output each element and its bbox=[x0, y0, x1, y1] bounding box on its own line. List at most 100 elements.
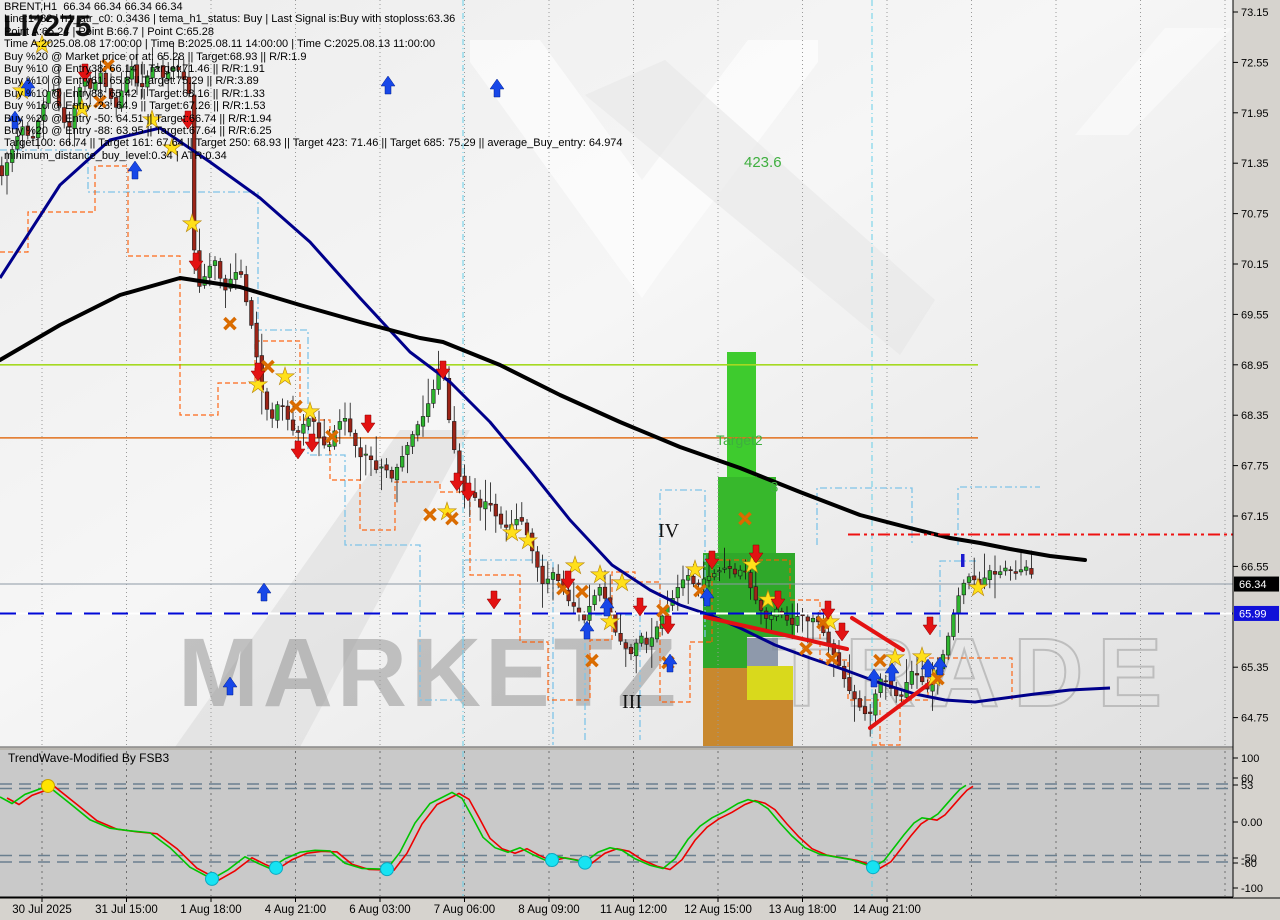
price-label: 71.35 bbox=[1241, 158, 1269, 170]
candle-body bbox=[155, 66, 160, 69]
candle-body bbox=[519, 517, 524, 522]
channel-lightblue bbox=[939, 560, 978, 637]
zone-box bbox=[747, 700, 793, 746]
sell-arrow-icon bbox=[632, 597, 648, 617]
star-marker-icon: ★ bbox=[684, 557, 706, 584]
exit-x-marker-icon: ✕ bbox=[260, 358, 276, 379]
trendline-red[interactable] bbox=[868, 678, 936, 730]
candle-body bbox=[592, 595, 597, 605]
candle-body bbox=[1003, 567, 1008, 572]
zone-box bbox=[718, 477, 776, 553]
candle-body bbox=[764, 610, 769, 619]
indicator-axis-label: -100 bbox=[1241, 883, 1263, 895]
candle-body bbox=[358, 447, 363, 458]
star-marker-icon: ★ bbox=[247, 372, 269, 399]
candle-body bbox=[753, 586, 758, 601]
candle-body bbox=[878, 678, 883, 693]
indicator-panel[interactable] bbox=[0, 746, 1280, 898]
candle-body bbox=[483, 501, 488, 510]
overlay-lines[interactable] bbox=[0, 533, 1233, 615]
star-marker-icon: ★ bbox=[589, 562, 611, 589]
candle-body bbox=[25, 125, 30, 136]
trendlines[interactable] bbox=[703, 615, 936, 730]
buy-arrow-icon bbox=[127, 160, 143, 180]
candle-body bbox=[992, 571, 998, 575]
buy-dot-icon bbox=[380, 862, 394, 877]
candle-body bbox=[400, 456, 405, 468]
time-axis[interactable]: 30 Jul 2025 31 Jul 15:00 1 Aug 18:00 4 Aug … bbox=[0, 897, 1280, 920]
watermark-chevron bbox=[1075, 28, 1232, 135]
candle-body bbox=[795, 616, 800, 626]
sell-arrow-icon bbox=[290, 440, 306, 460]
candle-body bbox=[649, 637, 654, 647]
buy-dot-icon bbox=[545, 853, 559, 868]
candle-body bbox=[717, 570, 722, 573]
star-marker-icon: ★ bbox=[436, 499, 458, 526]
annotation-text: III bbox=[622, 691, 642, 713]
candle-body bbox=[509, 524, 514, 530]
candle-body bbox=[280, 405, 285, 407]
candle-body bbox=[327, 444, 332, 448]
time-label: 8 Aug 09:00 bbox=[518, 904, 579, 916]
candle-body bbox=[498, 513, 504, 525]
candle-body bbox=[98, 72, 103, 83]
candle-body bbox=[342, 418, 348, 422]
star-marker-icon: ★ bbox=[967, 575, 989, 602]
price-badge-label: 65.99 bbox=[1239, 608, 1267, 620]
candle-body bbox=[254, 322, 259, 358]
candle-body bbox=[176, 66, 181, 71]
candle-body bbox=[124, 77, 129, 93]
time-label: 12 Aug 15:00 bbox=[684, 904, 752, 916]
candle-body bbox=[275, 404, 280, 421]
price-label: 67.15 bbox=[1241, 511, 1269, 523]
time-label: 13 Aug 18:00 bbox=[769, 904, 837, 916]
annotation-text: Target2 bbox=[716, 432, 763, 448]
candle-body bbox=[140, 83, 145, 88]
candle-body bbox=[129, 66, 134, 80]
candle-body bbox=[722, 567, 727, 570]
buy-dot-icon bbox=[269, 860, 283, 875]
candle-body bbox=[446, 377, 452, 421]
exit-x-marker-icon: ✕ bbox=[815, 614, 831, 635]
indicator-axis-label: 0.00 bbox=[1241, 817, 1262, 829]
candle-body bbox=[660, 615, 665, 629]
sell-arrow-icon bbox=[560, 570, 576, 590]
price-label: 69.55 bbox=[1241, 309, 1269, 321]
indicator-axis-label: -50 bbox=[1241, 853, 1257, 865]
sell-arrow-icon bbox=[460, 482, 476, 502]
chart-annotations: 423.6 Target2 8 IV III bbox=[622, 154, 782, 713]
price-label: 66.55 bbox=[1241, 561, 1269, 573]
candle-body bbox=[431, 389, 436, 404]
candle-body bbox=[457, 450, 462, 477]
time-label: 30 Jul 2025 bbox=[12, 904, 71, 916]
candle-body bbox=[862, 706, 868, 715]
sell-arrow-icon bbox=[360, 414, 376, 434]
price-axis[interactable]: 73.15 72.55 71.95 71.35 70.75 70.15 69.55 68.95… bbox=[1232, 0, 1280, 920]
buy-arrow-icon bbox=[7, 110, 23, 130]
panel-divider[interactable] bbox=[0, 748, 1233, 750]
buy-arrow-icon bbox=[599, 597, 615, 617]
candle-body bbox=[93, 82, 98, 91]
candle-body bbox=[212, 260, 218, 266]
candle-body bbox=[535, 551, 540, 568]
exit-x-marker-icon: ✕ bbox=[798, 640, 814, 661]
candle-body bbox=[530, 532, 535, 552]
candle-body bbox=[909, 671, 914, 685]
price-badge bbox=[1234, 576, 1279, 592]
watermark-brand2: TRADE bbox=[772, 618, 1176, 727]
exit-x-marker-icon: ✕ bbox=[100, 57, 116, 78]
candle-body bbox=[332, 430, 337, 447]
exit-x-marker-icon: ✕ bbox=[584, 652, 600, 673]
trendline-red[interactable] bbox=[703, 615, 849, 651]
level-lines[interactable] bbox=[0, 363, 1233, 585]
candle-body bbox=[218, 261, 223, 279]
candle-body bbox=[524, 522, 530, 536]
time-label: 7 Aug 06:00 bbox=[434, 904, 495, 916]
trendline-red[interactable] bbox=[850, 616, 905, 652]
candle-body bbox=[353, 432, 358, 446]
indicator-area[interactable] bbox=[0, 750, 1233, 897]
candle-body bbox=[36, 120, 41, 139]
candle-body bbox=[394, 466, 400, 481]
candle-body bbox=[654, 626, 660, 640]
